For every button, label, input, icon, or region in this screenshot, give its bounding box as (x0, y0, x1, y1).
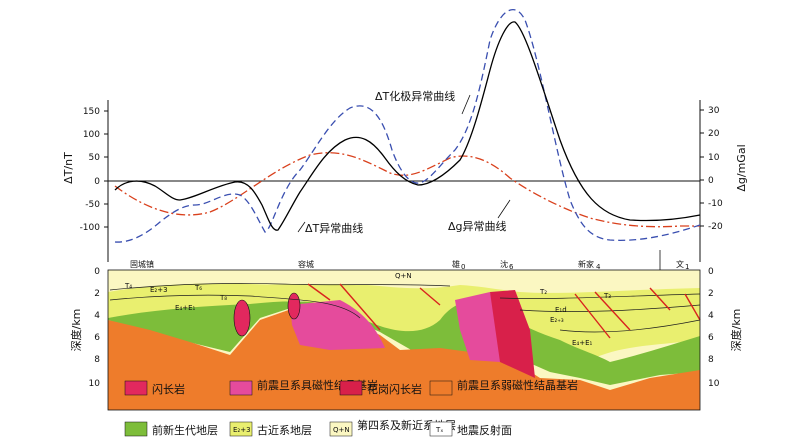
left-tick-label: 50 (89, 153, 101, 163)
place-subscript: 0 (461, 263, 465, 271)
place-subscript: 6 (509, 263, 514, 271)
rtp-anomaly-curve (114, 21, 701, 231)
left-axis-label: ΔT/nT (62, 152, 75, 184)
legend-label: 闪长岩 (152, 382, 185, 396)
left-tick-label: 150 (83, 107, 100, 117)
place-subscript: 4 (596, 263, 601, 271)
place-subscript: 1 (685, 263, 689, 271)
right-tick-label: -20 (708, 222, 723, 232)
legend-swatch-magnetic-basement (229, 380, 253, 396)
rtp-curve-label: ΔT化极异常曲线 (375, 89, 455, 103)
svg-text:4: 4 (708, 311, 714, 321)
svg-text:0: 0 (708, 267, 714, 277)
legend-swatch-diorite (124, 380, 148, 396)
right-tick-label: 30 (708, 106, 720, 116)
paleogene-layer (108, 283, 700, 360)
magnetic-basement-block (290, 300, 385, 350)
depth-axis-label: 深度/km (69, 309, 83, 352)
diorite-body (287, 292, 301, 320)
formation-label: T₈ (219, 294, 227, 302)
place-label: 雄 (452, 259, 460, 269)
formation-label: E₂₊₃ (550, 316, 564, 324)
svg-text:2: 2 (708, 289, 714, 299)
svg-text:8: 8 (94, 355, 100, 365)
svg-text:10: 10 (708, 379, 720, 389)
legend-swatch-quaternary (329, 421, 353, 437)
magnetic-anomaly-curve (114, 8, 701, 243)
formation-label: T₂ (539, 288, 547, 296)
formation-label: E₁d (555, 306, 567, 314)
place-label: 固城镇 (130, 259, 154, 269)
anomaly-chart: 150 100 50 0 -50 -100 ΔT/nT 30 20 10 0 -… (62, 8, 748, 262)
left-tick-label: -100 (80, 223, 101, 233)
dg-curve-label: Δg异常曲线 (448, 219, 507, 233)
dt-label-leader (297, 221, 306, 233)
left-tick-label: 0 (94, 177, 100, 187)
svg-text:2: 2 (94, 289, 100, 299)
granodiorite-block (490, 290, 535, 378)
left-axis-ticks: 150 100 50 0 -50 -100 (80, 107, 108, 233)
faults (307, 283, 701, 339)
right-tick-label: 20 (708, 129, 720, 139)
legend-label: 前新生代地层 (152, 423, 218, 437)
legend-label: 前震旦系弱磁性结晶基岩 (457, 378, 578, 392)
formation-label: T₆ (194, 284, 202, 292)
legend-swatch-paleogene (229, 421, 253, 437)
formation-label: E₄+E₁ (175, 304, 196, 312)
dg-label-leader (497, 199, 511, 219)
legend: 闪长岩 前震旦系具磁性结晶基岩 花岗闪长岩 前震旦系弱磁性结晶基岩 前新生代地层… (124, 378, 578, 437)
svg-text:4: 4 (94, 311, 100, 321)
legend-swatch-text: Tₓ (435, 426, 443, 434)
formation-label: E₄+E₁ (572, 339, 593, 347)
right-axis-ticks: 30 20 10 0 -10 -20 (700, 106, 723, 232)
left-tick-label: 100 (83, 130, 100, 140)
magnetic-basement-block (455, 292, 500, 362)
depth-axis-right: 0 2 4 6 8 10 深度/km (708, 267, 743, 389)
place-label: 沈 (500, 259, 508, 269)
depth-axis-label: 深度/km (729, 309, 743, 352)
place-label: 容城 (298, 259, 314, 269)
formation-label: T₄ (124, 282, 132, 290)
svg-text:10: 10 (89, 379, 101, 389)
right-tick-label: -10 (708, 199, 723, 209)
svg-text:6: 6 (708, 333, 714, 343)
weak-magnetic-basement (108, 306, 700, 410)
legend-label: 花岗闪长岩 (367, 382, 422, 396)
right-axis-label: Δg/mGal (735, 144, 748, 191)
svg-text:6: 6 (94, 333, 100, 343)
formation-label: E₂+3 (150, 286, 168, 294)
right-tick-label: 10 (708, 153, 720, 163)
legend-swatch-weak-basement (429, 380, 453, 396)
seismic-reflectors (109, 283, 701, 333)
legend-swatch-text: E₂+3 (233, 426, 251, 434)
legend-swatch-reflector (429, 421, 453, 437)
legend-swatch-pre-cenozoic (124, 421, 148, 437)
diorite-body (233, 299, 251, 337)
pre-cenozoic-layer (108, 301, 700, 385)
svg-text:0: 0 (94, 267, 100, 277)
depth-axis-left: 0 2 4 6 8 10 深度/km (69, 267, 100, 389)
legend-swatch-granodiorite (339, 380, 363, 396)
svg-text:8: 8 (708, 355, 714, 365)
left-tick-label: -50 (85, 200, 100, 210)
right-tick-label: 0 (708, 176, 714, 186)
legend-swatch-text: Q+N (333, 426, 350, 434)
geologic-cross-section: 固城镇 容城 雄 0 沈 6 新家 4 文 1 T₄ T₆ E₂+3 E₄+E₁… (69, 250, 743, 411)
place-label: 新家 (578, 259, 594, 269)
place-label: 文 (676, 259, 684, 269)
dt-curve-label: ΔT异常曲线 (305, 221, 363, 235)
legend-label: 地震反射面 (457, 423, 512, 437)
section-frame (107, 269, 701, 411)
rtp-label-leader (461, 94, 471, 115)
formation-label: Q+N (395, 272, 412, 280)
gravity-anomaly-curve (114, 152, 700, 228)
legend-label: 古近系地层 (257, 424, 312, 437)
formation-label: T₃ (603, 292, 611, 300)
